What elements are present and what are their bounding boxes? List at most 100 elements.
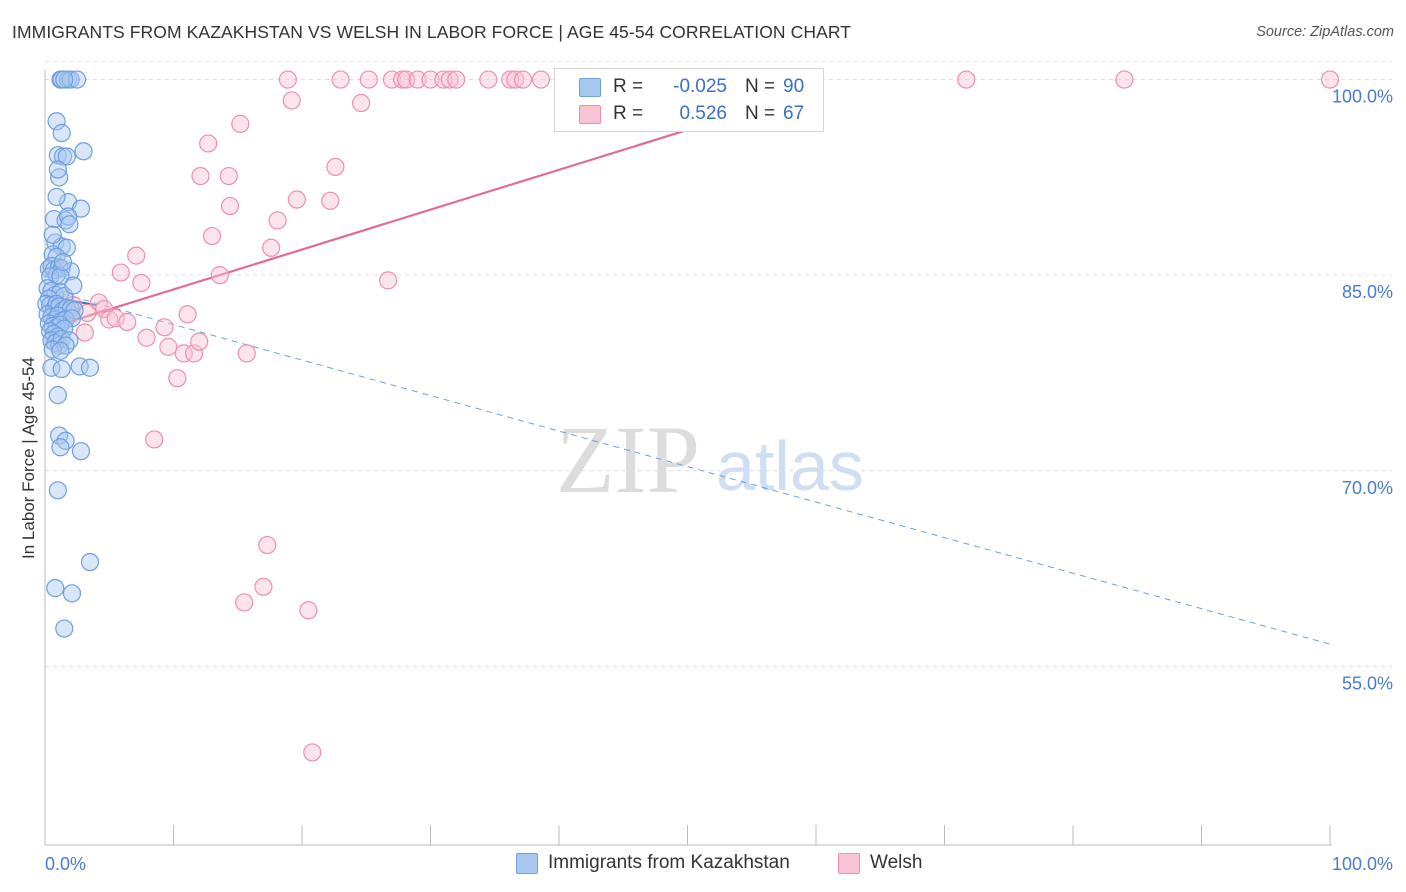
kazakhstan-swatch: [516, 852, 538, 874]
x-tick-labels: 0.0% 100.0%: [45, 854, 1393, 874]
welsh-point: [210, 266, 229, 285]
series-legend: Immigrants from Kazakhstan Welsh: [0, 852, 1406, 878]
welsh-point: [75, 323, 94, 342]
welsh-point: [299, 601, 318, 620]
welsh-point: [219, 166, 238, 186]
welsh-point: [231, 114, 250, 133]
kazakhstan-point: [57, 147, 76, 166]
n-value: 67: [783, 103, 805, 124]
welsh-point: [111, 263, 130, 282]
welsh-point: [178, 305, 197, 324]
welsh-point: [168, 369, 187, 388]
welsh-swatch: [838, 852, 860, 874]
kazakhstan-point: [61, 70, 80, 89]
welsh-point: [1320, 70, 1340, 89]
welsh-point: [382, 70, 402, 89]
y-tick-labels: 100.0% 85.0% 70.0% 55.0%: [1332, 87, 1393, 694]
kazakhstan-point: [61, 262, 80, 281]
legend-label: Immigrants from Kazakhstan: [548, 852, 790, 873]
welsh-point: [155, 318, 174, 337]
welsh-swatch: [579, 104, 601, 124]
legend-label: Welsh: [870, 852, 923, 873]
chart-title: IMMIGRANTS FROM KAZAKHSTAN VS WELSH IN L…: [12, 22, 852, 42]
welsh-point: [393, 70, 412, 89]
welsh-point: [326, 157, 345, 177]
kazakhstan-trend-line: [51, 290, 1331, 645]
welsh-point: [137, 328, 156, 347]
welsh-point: [190, 332, 209, 351]
welsh-point: [434, 70, 453, 89]
y-axis-label: In Labor Force | Age 45-54: [19, 357, 38, 559]
kazakhstan-point: [51, 267, 70, 286]
y-tick-label: 55.0%: [1342, 673, 1393, 693]
welsh-point: [127, 246, 146, 265]
welsh-point: [287, 190, 306, 209]
kazakhstan-point: [52, 359, 71, 379]
kazakhstan-point: [68, 70, 87, 89]
welsh-point: [378, 271, 398, 290]
kazakhstan-swatch: [579, 77, 601, 97]
welsh-point: [106, 309, 125, 328]
r-label: R =: [613, 103, 644, 124]
kazakhstan-point: [43, 340, 62, 359]
kazakhstan-point: [52, 123, 71, 143]
welsh-point: [278, 70, 297, 89]
kazakhstan-point: [80, 358, 100, 377]
n-value: 90: [783, 76, 805, 97]
x-tick-label: 100.0%: [1332, 854, 1393, 874]
kazakhstan-points: [37, 70, 100, 638]
legend-row-kazakhstan: R = -0.025 N = 90: [579, 74, 804, 100]
welsh-point: [199, 134, 218, 153]
welsh-point: [359, 70, 378, 89]
welsh-point: [220, 196, 240, 216]
trend-lines: [44, 88, 1331, 645]
welsh-point: [531, 70, 551, 89]
watermark-zip: ZIP: [556, 406, 700, 513]
r-value: -0.025: [673, 76, 727, 97]
welsh-point: [440, 70, 459, 89]
welsh-point: [118, 313, 137, 332]
welsh-point: [100, 310, 119, 329]
kazakhstan-point: [62, 584, 82, 603]
welsh-point: [303, 743, 322, 762]
r-label: R =: [613, 76, 644, 97]
welsh-point: [191, 166, 210, 186]
axes: [44, 70, 1332, 846]
welsh-point: [235, 593, 254, 612]
n-label: N =: [745, 76, 776, 97]
legend-item-kazakhstan[interactable]: Immigrants from Kazakhstan: [516, 852, 790, 874]
welsh-point: [237, 344, 256, 363]
welsh-point: [1115, 70, 1134, 89]
kazakhstan-point: [48, 481, 67, 500]
kazakhstan-point: [43, 225, 62, 244]
welsh-point: [132, 273, 151, 293]
welsh-point: [421, 70, 440, 89]
correlation-legend: R = -0.025 N = 90 R = 0.526 N = 67: [554, 68, 824, 132]
kazakhstan-point: [60, 215, 79, 234]
welsh-point: [254, 577, 273, 596]
welsh-point: [202, 226, 222, 246]
welsh-point: [513, 70, 533, 89]
welsh-point: [184, 344, 204, 363]
kazakhstan-point: [80, 552, 100, 572]
kazakhstan-point: [53, 253, 73, 272]
kazakhstan-point: [55, 619, 74, 638]
welsh-point: [282, 91, 301, 110]
kazakhstan-point: [47, 112, 66, 131]
welsh-point: [159, 337, 178, 356]
kazakhstan-point: [41, 267, 60, 286]
kazakhstan-point: [55, 70, 74, 89]
r-value: 0.526: [679, 103, 727, 124]
source-label: Source: ZipAtlas.com: [1256, 24, 1394, 40]
welsh-point: [321, 191, 340, 210]
welsh-point: [506, 70, 525, 89]
welsh-point: [258, 535, 277, 555]
watermark-atlas: atlas: [716, 427, 864, 505]
welsh-point: [957, 70, 976, 89]
legend-item-welsh[interactable]: Welsh: [838, 852, 922, 874]
welsh-point: [447, 70, 466, 89]
welsh-point: [501, 70, 520, 89]
welsh-point: [331, 70, 350, 89]
kazakhstan-point: [51, 438, 70, 457]
